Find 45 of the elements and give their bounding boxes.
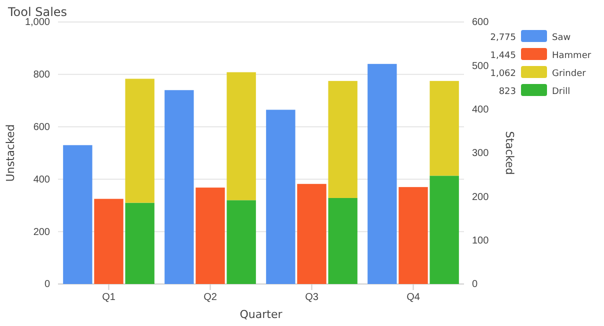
y2-tick-label: 500 — [472, 60, 490, 72]
bar — [125, 78, 154, 203]
y-tick-label: 800 — [33, 70, 50, 81]
y-tick-label: 200 — [33, 226, 50, 238]
x-tick-label: Q1 — [102, 292, 116, 304]
text: 1,062 — [490, 69, 516, 79]
bar — [398, 187, 428, 284]
bar — [226, 72, 256, 200]
chart-title: Tool Sales — [7, 5, 68, 19]
y-tick-label: 400 — [33, 174, 50, 186]
legend-label: Drill — [552, 87, 570, 97]
legend-label: Hammer — [552, 51, 592, 61]
text: 2,775 — [490, 33, 516, 43]
legend-label: Grinder — [552, 69, 586, 79]
y2-tick-label: 100 — [472, 236, 490, 247]
x-tick-label: Q4 — [406, 292, 420, 304]
y-axis-title: Unstacked — [4, 124, 17, 182]
x-axis-title: Quarter — [240, 308, 283, 321]
bar — [125, 202, 154, 284]
bar — [226, 200, 256, 284]
y2-tick-label: 400 — [472, 104, 490, 116]
y2-tick-label: 0 — [472, 279, 478, 290]
bar — [164, 90, 194, 284]
y2-tick-label: 200 — [472, 192, 490, 203]
bar — [328, 198, 358, 284]
x-tick-label: Q3 — [305, 292, 319, 304]
bar — [63, 145, 92, 284]
y-tick-label: 0 — [44, 279, 50, 290]
y2-tick-label: 300 — [472, 148, 490, 160]
bar — [368, 64, 397, 284]
legend-label: Saw — [552, 33, 571, 43]
bar — [328, 80, 358, 198]
y-tick-label: 600 — [33, 122, 50, 133]
bar — [430, 176, 459, 284]
y2-tick-label: 600 — [472, 17, 490, 28]
bar — [94, 198, 124, 284]
bar — [266, 110, 296, 284]
bar — [196, 188, 225, 284]
text: 823 — [498, 87, 516, 97]
y-tick-label: 1,000 — [24, 17, 50, 28]
bar — [430, 80, 459, 176]
x-tick-label: Q2 — [204, 292, 218, 304]
text: 1,445 — [490, 51, 516, 61]
y2-axis-title: Stacked — [503, 131, 516, 175]
bar — [297, 184, 326, 284]
